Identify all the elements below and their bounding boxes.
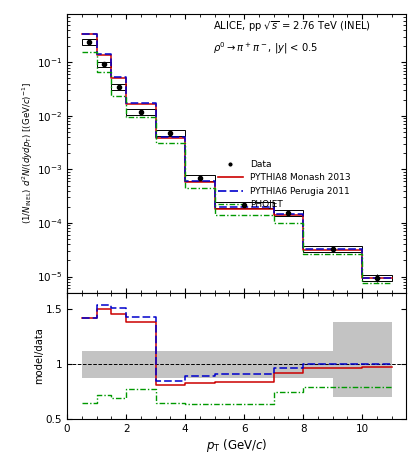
Bar — [362, 275, 392, 281]
Y-axis label: model/data: model/data — [34, 328, 44, 384]
Y-axis label: $(1/N_\mathrm{INEL})$ $d^2N/(dydp_\mathrm{T})$ $[(\mathrm{GeV}/c)^{-1}]$: $(1/N_\mathrm{INEL})$ $d^2N/(dydp_\mathr… — [21, 82, 35, 225]
Bar — [155, 130, 185, 136]
Text: ALICE, pp $\sqrt{s}$ = 2.76 TeV (INEL)
$\rho^0 \rightarrow \pi^+\pi^-$, $|y|$ < : ALICE, pp $\sqrt{s}$ = 2.76 TeV (INEL) $… — [213, 20, 371, 55]
Bar — [274, 210, 303, 216]
Legend: Data, PYTHIA8 Monash 2013, PYTHIA6 Perugia 2011, PHOJET: Data, PYTHIA8 Monash 2013, PYTHIA6 Perug… — [214, 156, 354, 213]
Bar — [96, 62, 111, 67]
X-axis label: $p_\mathrm{T}$ (GeV/$c$): $p_\mathrm{T}$ (GeV/$c$) — [206, 437, 267, 454]
Bar — [303, 246, 362, 252]
Bar — [215, 202, 274, 208]
Bar — [126, 109, 155, 115]
Bar — [111, 84, 126, 90]
Bar — [185, 175, 215, 181]
Bar — [82, 39, 96, 45]
